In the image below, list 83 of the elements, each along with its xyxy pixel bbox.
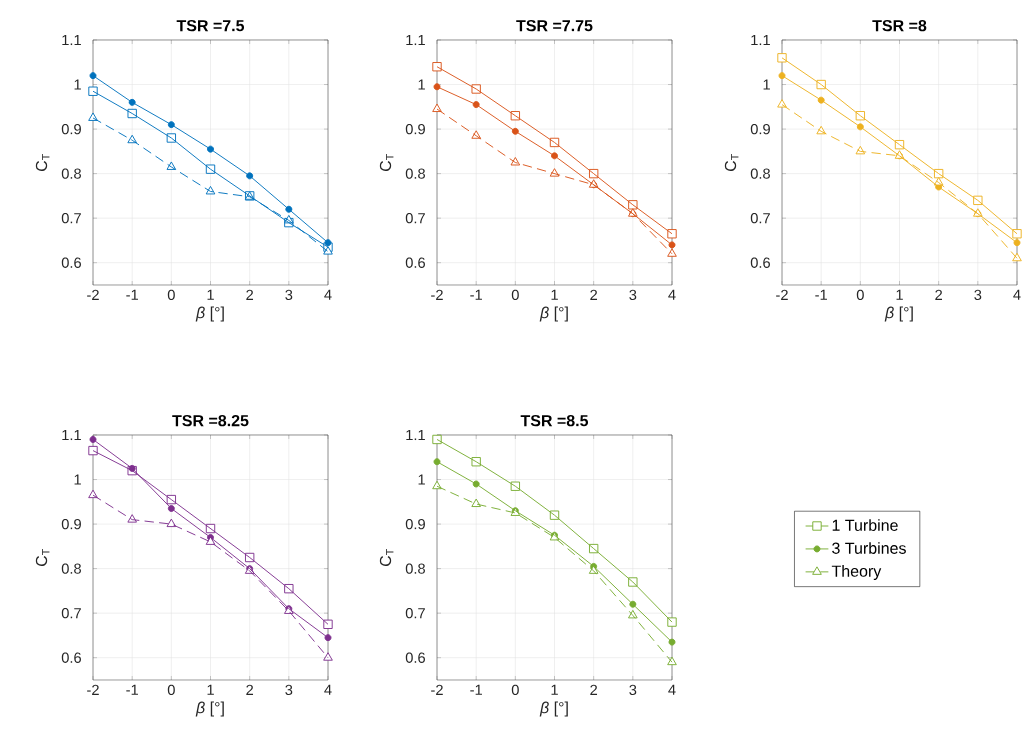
x-tick-label: -2 <box>776 289 788 300</box>
x-tick-label: -1 <box>126 684 138 695</box>
x-tick-label: -1 <box>126 289 138 300</box>
y-tick-label: 0.6 <box>750 257 770 268</box>
y-tick-label: 1 <box>74 79 81 90</box>
x-tick-label: 4 <box>668 289 676 300</box>
x-axis-title: β [°] <box>539 701 568 717</box>
chart-title: TSR =8.5 <box>520 414 589 427</box>
y-tick-label: 1 <box>763 79 770 90</box>
y-tick-label: 1 <box>418 474 425 485</box>
x-axis-title: β [°] <box>884 306 913 322</box>
y-tick-label: 0.8 <box>405 563 425 574</box>
y-tick-label: 0.8 <box>750 168 770 179</box>
x-tick-label: 0 <box>511 289 519 301</box>
legend-label: Theory <box>831 565 882 580</box>
x-tick-label: 2 <box>935 289 943 300</box>
x-axis-title: β [°] <box>195 701 224 717</box>
x-axis-title: β [°] <box>539 306 568 322</box>
chart-title: TSR =7.5 <box>176 19 245 32</box>
x-tick-label: 1 <box>207 684 214 695</box>
x-tick-label: 4 <box>668 684 676 695</box>
x-tick-label: 1 <box>896 289 903 300</box>
x-tick-label: 3 <box>285 289 293 301</box>
y-tick-label: 0.6 <box>61 652 81 663</box>
y-tick-label: 1 <box>418 79 425 90</box>
y-tick-label: 0.9 <box>750 123 770 135</box>
y-tick-label: 1.1 <box>62 34 81 46</box>
x-axis-title: β [°] <box>195 306 224 322</box>
x-tick-label: -1 <box>470 684 482 695</box>
legend-label: 3 Turbines <box>832 542 906 554</box>
y-tick-label: 0.6 <box>61 257 81 268</box>
y-tick-label: 0.9 <box>61 518 81 530</box>
x-tick-label: 3 <box>974 289 982 301</box>
y-tick-label: 0.8 <box>61 563 81 574</box>
y-tick-label: 0.7 <box>61 607 81 619</box>
y-tick-label: 0.8 <box>61 168 81 179</box>
y-axis-title: C$_{T}$ <box>724 154 739 172</box>
x-tick-label: 1 <box>207 289 214 300</box>
y-tick-label: 1.1 <box>751 34 770 46</box>
x-tick-label: 3 <box>629 684 637 696</box>
x-tick-label: -1 <box>815 289 827 300</box>
chart-title: TSR =8.25 <box>172 414 249 427</box>
y-tick-label: 1.1 <box>406 34 425 46</box>
x-tick-label: 3 <box>629 289 637 301</box>
x-tick-label: 2 <box>246 684 254 695</box>
x-tick-label: 2 <box>590 684 598 695</box>
y-tick-label: 0.6 <box>405 257 425 268</box>
chart-title: TSR =7.75 <box>516 19 593 32</box>
x-tick-label: 4 <box>324 289 332 300</box>
x-tick-label: -1 <box>470 289 482 300</box>
y-tick-label: 0.7 <box>405 607 425 619</box>
y-tick-label: 1.1 <box>62 429 81 441</box>
x-tick-label: -2 <box>431 684 443 695</box>
x-tick-label: -2 <box>87 684 99 695</box>
x-tick-label: 0 <box>167 289 175 301</box>
x-tick-label: -2 <box>87 289 99 300</box>
y-tick-label: 1 <box>74 474 81 485</box>
chart-title: TSR =8 <box>872 19 927 32</box>
legend-label: 1 Turbine <box>832 519 898 531</box>
x-tick-label: 1 <box>551 684 558 695</box>
y-tick-label: 0.9 <box>61 123 81 135</box>
y-tick-label: 0.7 <box>750 212 770 224</box>
y-tick-label: 0.6 <box>405 652 425 663</box>
y-tick-label: 0.7 <box>61 212 81 224</box>
x-tick-label: 4 <box>324 684 332 695</box>
y-tick-label: 0.7 <box>405 212 425 224</box>
y-axis-title: C$_{T}$ <box>379 154 394 172</box>
y-tick-label: 0.9 <box>405 123 425 135</box>
x-tick-label: -2 <box>431 289 443 300</box>
x-tick-label: 0 <box>167 684 175 696</box>
y-axis-title: C$_{T}$ <box>35 549 50 567</box>
x-tick-label: 0 <box>511 684 519 696</box>
y-tick-label: 1.1 <box>406 429 425 441</box>
x-tick-label: 0 <box>856 289 864 301</box>
y-axis-title: C$_{T}$ <box>379 549 394 567</box>
x-tick-label: 1 <box>551 289 558 300</box>
y-axis-title: C$_{T}$ <box>35 154 50 172</box>
x-tick-label: 3 <box>285 684 293 696</box>
y-tick-label: 0.8 <box>405 168 425 179</box>
y-tick-label: 0.9 <box>405 518 425 530</box>
x-tick-label: 2 <box>590 289 598 300</box>
x-tick-label: 4 <box>1013 289 1021 300</box>
x-tick-label: 2 <box>246 289 254 300</box>
